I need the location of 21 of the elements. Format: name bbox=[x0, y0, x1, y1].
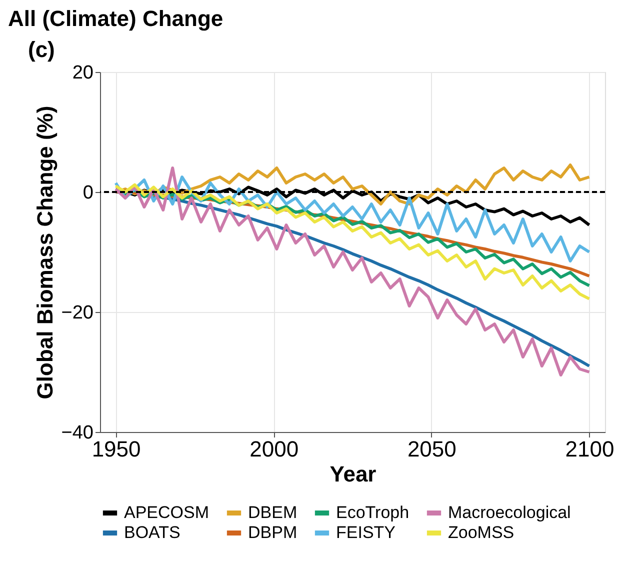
legend-label: ZooMSS bbox=[448, 523, 514, 542]
legend-label: BOATS bbox=[124, 523, 180, 542]
x-tick-label: 1950 bbox=[92, 436, 141, 462]
y-tick-label: −20 bbox=[61, 302, 94, 324]
legend-label: DBPM bbox=[248, 523, 298, 542]
y-tick-label: 0 bbox=[82, 182, 94, 204]
x-tick-label: 2050 bbox=[407, 436, 456, 462]
legend-label: FEISTY bbox=[336, 523, 396, 542]
x-tick-label: 2000 bbox=[250, 436, 299, 462]
legend-label: EcoTroph bbox=[336, 503, 410, 522]
legend-label: APECOSM bbox=[124, 503, 210, 522]
y-axis-title: Global Biomass Change (%) bbox=[32, 106, 58, 400]
x-tick-label: 2100 bbox=[565, 436, 614, 462]
line-series bbox=[114, 166, 591, 376]
chart-title: All (Climate) Change bbox=[8, 6, 224, 31]
legend-label: Macroecological bbox=[448, 503, 571, 522]
y-tick-label: 20 bbox=[72, 62, 94, 84]
legend-label: DBEM bbox=[248, 503, 298, 522]
y-tick-label: −40 bbox=[61, 422, 94, 444]
x-axis-title: Year bbox=[330, 462, 377, 486]
text: (c) bbox=[28, 37, 55, 62]
